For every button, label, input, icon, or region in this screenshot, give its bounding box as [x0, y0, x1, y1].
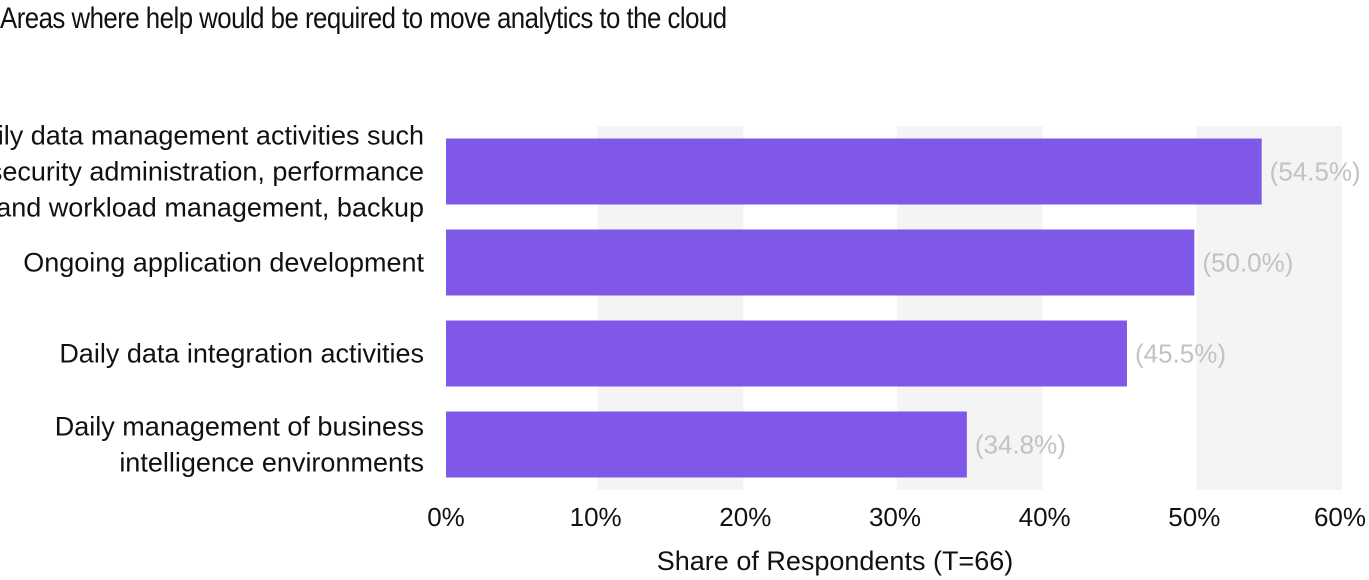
- value-label: (54.5%): [1270, 157, 1361, 187]
- bar: [446, 229, 1195, 296]
- value-label: (45.5%): [1135, 339, 1226, 369]
- x-tick-label: 50%: [1168, 502, 1220, 532]
- category-label-line: Daily management of business: [55, 412, 424, 442]
- category-label-line: intelligence environments: [119, 448, 424, 478]
- bar: [446, 320, 1127, 387]
- x-tick-label: 20%: [719, 502, 771, 532]
- bars: [446, 138, 1262, 478]
- category-label: Daily data integration activities: [59, 339, 424, 369]
- value-labels: (54.5%) (50.0%) (45.5%) (34.8%): [975, 157, 1361, 460]
- x-tick-labels: 0% 10% 20% 30% 40% 50% 60%: [427, 502, 1366, 532]
- x-tick-label: 30%: [869, 502, 921, 532]
- category-label: Daily data management activities such as …: [0, 121, 424, 223]
- category-label-line: as security administration, performance: [0, 157, 424, 187]
- x-tick-label: 10%: [570, 502, 622, 532]
- category-label: Daily management of business intelligence…: [55, 412, 424, 478]
- category-label-line: Daily data integration activities: [59, 339, 424, 369]
- bar: [446, 138, 1262, 205]
- value-label: (50.0%): [1202, 248, 1293, 278]
- category-label-line: Daily data management activities such: [0, 121, 424, 151]
- category-label-line: and workload management, backup: [0, 193, 424, 223]
- category-labels: Daily data management activities such as …: [0, 121, 424, 478]
- x-tick-label: 40%: [1019, 502, 1071, 532]
- value-label: (34.8%): [975, 430, 1066, 460]
- bar: [446, 411, 967, 478]
- x-tick-label: 60%: [1314, 502, 1366, 532]
- category-label-line: Ongoing application development: [23, 248, 424, 278]
- category-label: Ongoing application development: [23, 248, 424, 278]
- chart-title: Areas where help would be required to mo…: [0, 2, 727, 35]
- x-tick-label: 0%: [427, 502, 465, 532]
- x-axis-title: Share of Respondents (T=66): [657, 546, 1013, 576]
